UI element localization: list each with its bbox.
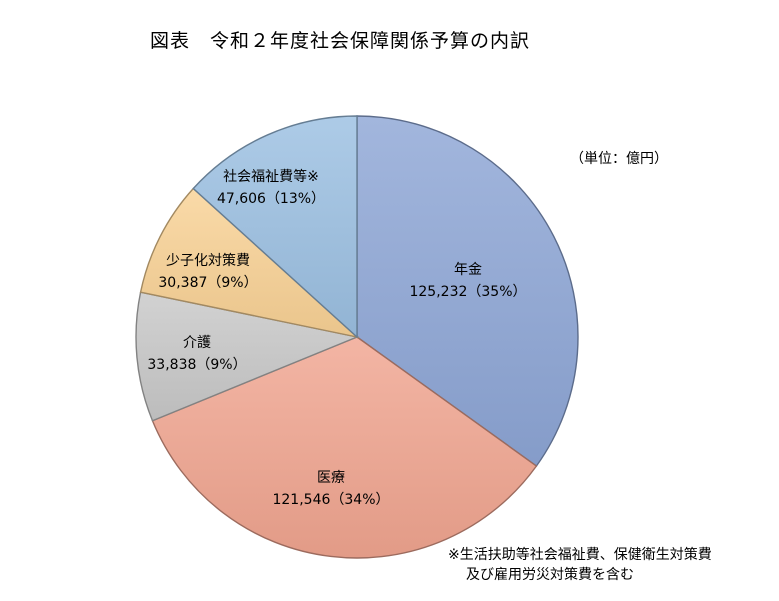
slice-name-label: 医療 xyxy=(317,469,345,486)
slice-value: 33,838 xyxy=(147,357,196,373)
slice-value: 121,546 xyxy=(272,492,330,508)
pie-slice-4 xyxy=(139,187,360,339)
footnote-line-1: ※生活扶助等社会福祉費、保健衛生対策費 xyxy=(448,547,712,563)
slice-value-label: 47,606（13%） xyxy=(217,191,325,207)
slice-value-label: 121,546（34%） xyxy=(272,492,389,508)
unit-label: （単位：億円） xyxy=(570,151,668,167)
slice-percent: （9%） xyxy=(196,357,246,373)
footnote-line-2: 及び雇用労災対策費を含む xyxy=(466,567,634,583)
slice-name-label: 少子化対策費 xyxy=(166,252,250,269)
slice-percent: （35%） xyxy=(467,284,526,300)
slice-percent: （13%） xyxy=(266,191,325,207)
slice-value: 125,232 xyxy=(409,284,467,300)
slice-percent: （9%） xyxy=(207,275,257,291)
slice-value-label: 33,838（9%） xyxy=(147,357,246,373)
slice-value-label: 30,387（9%） xyxy=(158,275,257,291)
footnote: ※生活扶助等社会福祉費、保健衛生対策費 及び雇用労災対策費を含む xyxy=(448,545,712,585)
pie-slice-1 xyxy=(356,115,579,467)
slice-percent: （34%） xyxy=(330,492,389,508)
slice-name-label: 社会福祉費等※ xyxy=(223,168,319,185)
pie-slice-5 xyxy=(192,115,358,339)
slice-value: 30,387 xyxy=(158,275,207,291)
chart-title: 図表 令和２年度社会保障関係予算の内訳 xyxy=(150,30,531,52)
slice-value: 47,606 xyxy=(217,191,266,207)
slice-value-label: 125,232（35%） xyxy=(409,284,526,300)
slice-name-label: 介護 xyxy=(183,335,211,351)
pie-slice-2 xyxy=(151,336,538,559)
pie-slice-3 xyxy=(135,291,360,422)
slice-name-label: 年金 xyxy=(454,262,482,278)
